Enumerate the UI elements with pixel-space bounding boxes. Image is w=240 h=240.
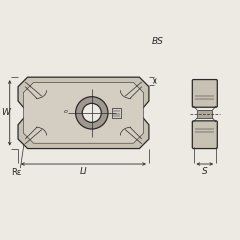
Text: o: o [64, 109, 68, 114]
Text: Rε: Rε [12, 168, 22, 177]
Text: LI: LI [80, 167, 87, 176]
Text: W: W [1, 108, 10, 117]
Polygon shape [18, 77, 149, 149]
FancyBboxPatch shape [192, 79, 217, 107]
Text: BS: BS [151, 37, 163, 46]
Bar [197, 110, 212, 118]
Circle shape [76, 97, 108, 129]
Text: S: S [202, 167, 208, 176]
FancyBboxPatch shape [192, 121, 217, 149]
Polygon shape [23, 83, 144, 143]
Bar [112, 108, 121, 118]
Circle shape [82, 103, 101, 122]
